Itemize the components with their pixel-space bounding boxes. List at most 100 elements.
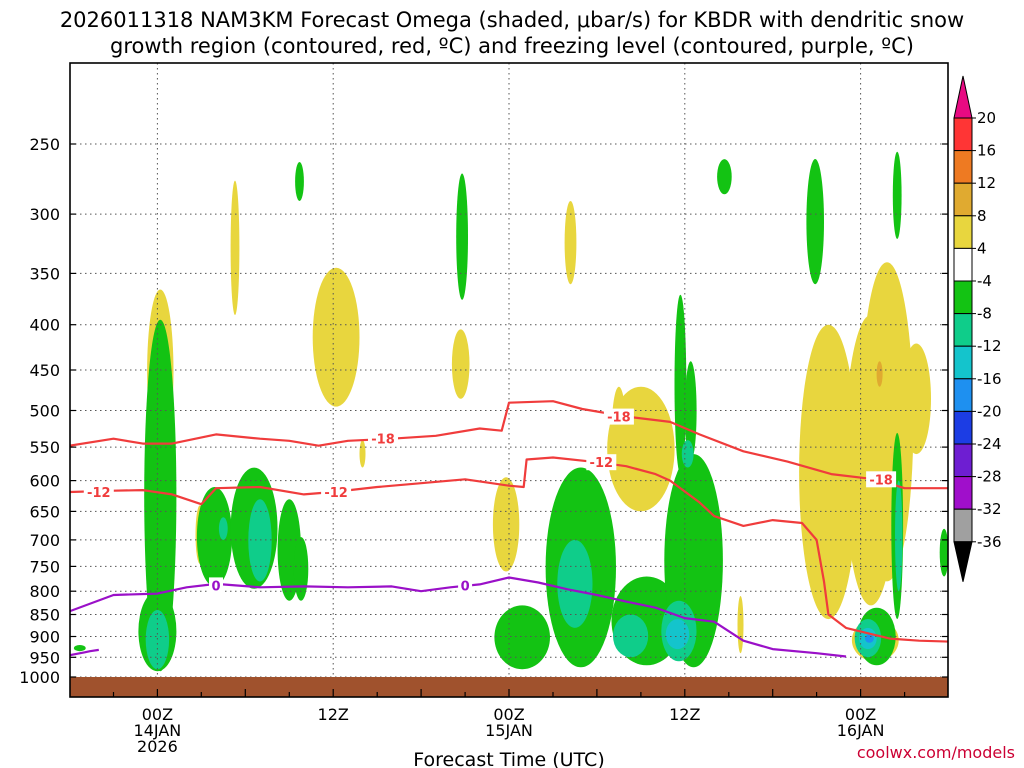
colorbar-box-2 — [953, 182, 973, 217]
omega-region-neg12-49 — [665, 619, 690, 650]
colorbar-label-4: 4 — [977, 239, 987, 257]
colorbar-label-11: -28 — [977, 468, 1002, 486]
omega-region-pos4-5 — [359, 440, 366, 468]
contour-label-2-1: 0 — [461, 579, 470, 594]
omega-region-neg8-43 — [557, 539, 593, 628]
y-tick-label-650: 650 — [29, 502, 60, 521]
y-tick-label-500: 500 — [29, 402, 60, 421]
y-tick-label-950: 950 — [29, 648, 60, 667]
omega-region-neg4-39 — [73, 645, 86, 652]
omega-region-neg4-30 — [674, 294, 687, 475]
omega-region-neg8-40 — [145, 610, 170, 670]
y-tick-label-400: 400 — [29, 316, 60, 335]
omega-region-pos4-3 — [312, 267, 360, 407]
colorbar-box-0 — [953, 117, 973, 152]
omega-region-neg8-44 — [613, 614, 649, 658]
colorbar-box-1 — [953, 150, 973, 184]
omega-region-pos4-4 — [451, 329, 470, 399]
omega-region-neg8-46 — [681, 440, 694, 468]
y-tick-label-750: 750 — [29, 557, 60, 576]
omega-region-pos4-9 — [607, 386, 675, 512]
contour-label-1-2: -12 — [590, 456, 614, 471]
colorbar-box-3 — [953, 215, 973, 249]
omega-region-neg4-36 — [892, 151, 902, 239]
y-tick-label-300: 300 — [29, 205, 60, 224]
colorbar-label-5: -4 — [977, 272, 992, 290]
colorbar-label-2: 12 — [977, 174, 996, 192]
omega-region-neg8-42 — [218, 517, 228, 540]
omega-region-neg4-31 — [684, 361, 697, 461]
contour-label-0-1: -18 — [607, 411, 631, 426]
colorbar-box-8 — [953, 378, 973, 412]
y-tick-label-600: 600 — [29, 472, 60, 491]
contour-label-2-0: 0 — [211, 579, 220, 594]
contour-line-3 — [70, 648, 99, 657]
colorbar-label-12: -32 — [977, 500, 1002, 518]
contour-label-0-0: -18 — [371, 433, 395, 448]
colorbar-box-9 — [953, 410, 973, 445]
x-tick-label-6-0: 00Z — [142, 705, 173, 724]
omega-region-neg4-24 — [293, 537, 309, 601]
contour-label-1-0: -12 — [87, 486, 111, 501]
x-tick-label-6-2: 2026 — [137, 737, 178, 756]
colorbar-bottom-arrow — [953, 541, 973, 582]
omega-region-pos4-10 — [737, 596, 744, 654]
omega-region-pos8-16 — [872, 343, 887, 448]
omega-region-pos8-17 — [843, 511, 849, 540]
chart-title-line-1: 2026011318 NAM3KM Forecast Omega (shaded… — [60, 8, 964, 32]
credit-text: coolwx.com/models — [857, 743, 1015, 762]
colorbar: 20 16 12 8 4 -4 -8 -12 -16 -20 -24 -28 -32 -36 — [953, 75, 1002, 582]
plot-area: -18 -18 -18 -12 -12 -12 0 0 — [70, 63, 948, 697]
omega-region-neg4-19 — [144, 319, 177, 672]
omega-region-pos4-7 — [564, 201, 577, 285]
contour-label-bg-2-0 — [209, 577, 223, 594]
contour-line-0 — [70, 400, 948, 490]
omega-region-neg16-51 — [865, 634, 874, 643]
x-axis-title: Forecast Time (UTC) — [413, 749, 604, 768]
contour-label-0-2: -18 — [869, 473, 893, 488]
omega-region-neg4-38 — [939, 528, 948, 577]
colorbar-label-9: -20 — [977, 402, 1002, 420]
colorbar-label-8: -16 — [977, 370, 1002, 388]
omega-region-neg8-48 — [895, 480, 903, 592]
y-tick-label-450: 450 — [29, 361, 60, 380]
x-tick-label-54-0: 00Z — [845, 705, 876, 724]
colorbar-box-11 — [953, 476, 973, 510]
colorbar-top-arrow — [953, 75, 973, 119]
colorbar-box-4 — [953, 247, 973, 282]
y-axis: 250 300 350 400 450 500 550 600 650 700 750 800 850 9… — [19, 135, 948, 687]
y-tick-label-1000: 1000 — [19, 668, 60, 687]
contour-line-1 — [70, 456, 948, 643]
x-tick-label-30-1: 15JAN — [485, 721, 533, 740]
contour-label-bg-0-2 — [866, 471, 897, 488]
colorbar-label-7: -12 — [977, 337, 1002, 355]
colorbar-label-0: 20 — [977, 109, 996, 127]
colorbar-box-7 — [953, 345, 973, 380]
omega-region-pos4-14 — [901, 343, 931, 455]
omega-region-neg4-25 — [295, 162, 304, 201]
y-tick-label-700: 700 — [29, 531, 60, 550]
colorbar-box-10 — [953, 443, 973, 478]
omega-region-pos4-11 — [799, 324, 858, 620]
x-tick-label-18-0: 12Z — [318, 705, 349, 724]
y-tick-label-900: 900 — [29, 628, 60, 647]
y-tick-label-250: 250 — [29, 135, 60, 154]
contour-label-bg-1-1 — [321, 484, 352, 500]
contour-label-bg-0-1 — [603, 408, 634, 425]
omega-region-neg4-26 — [456, 173, 468, 300]
chart-title-line-2: growth region (contoured, red, ºC) and f… — [110, 34, 914, 58]
contour-label-bg-0-0 — [368, 430, 398, 447]
colorbar-label-3: 8 — [977, 207, 987, 225]
omega-region-neg4-33 — [717, 159, 732, 195]
contour-label-bg-1-0 — [83, 484, 114, 500]
omega-region-pos12-18 — [876, 361, 883, 387]
x-tick-label-42-0: 12Z — [669, 705, 700, 724]
chart-title: 2026011318 NAM3KM Forecast Omega (shaded… — [60, 8, 964, 58]
contour-label-1-1: -12 — [324, 486, 348, 501]
contour-label-bg-2-1 — [458, 577, 473, 594]
colorbar-label-1: 16 — [977, 142, 996, 160]
y-tick-label-800: 800 — [29, 582, 60, 601]
y-tick-label-350: 350 — [29, 264, 60, 283]
